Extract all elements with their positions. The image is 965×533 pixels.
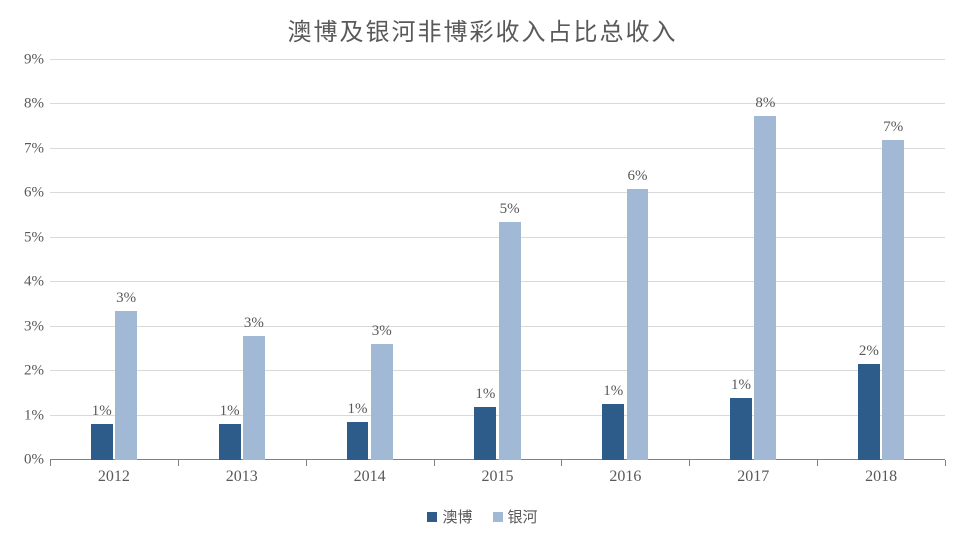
y-axis-tick-label: 9% (24, 52, 50, 69)
gridline (50, 59, 945, 60)
x-axis-tick-label: 2016 (609, 460, 641, 486)
bar-value-label: 1% (731, 377, 751, 398)
bar-value-label: 1% (220, 403, 240, 424)
bar-value-label: 7% (883, 119, 903, 140)
x-tick (945, 460, 946, 466)
bar: 1% (730, 398, 752, 460)
bar-value-label: 1% (603, 383, 623, 404)
bar-value-label: 3% (244, 315, 264, 336)
gridline (50, 192, 945, 193)
gridline (50, 370, 945, 371)
gridline (50, 415, 945, 416)
x-tick (434, 460, 435, 466)
bar: 1% (91, 424, 113, 460)
x-axis-tick-label: 2014 (354, 460, 386, 486)
bar: 1% (474, 407, 496, 460)
y-axis-tick-label: 8% (24, 96, 50, 113)
bar: 1% (347, 422, 369, 460)
bar: 6% (627, 189, 649, 460)
bar: 3% (243, 336, 265, 460)
y-axis-tick-label: 1% (24, 407, 50, 424)
gridline (50, 281, 945, 282)
x-tick (561, 460, 562, 466)
bar: 5% (499, 222, 521, 460)
x-axis-tick-label: 2012 (98, 460, 130, 486)
x-tick (817, 460, 818, 466)
y-axis-tick-label: 2% (24, 363, 50, 380)
gridline (50, 326, 945, 327)
legend: 澳博 银河 (0, 506, 965, 527)
y-axis-tick-label: 7% (24, 140, 50, 157)
chart-plot-area: 0%1%2%3%4%5%6%7%8%9%20121%3%20131%3%2014… (50, 60, 945, 460)
y-axis-tick-label: 3% (24, 318, 50, 335)
bar-value-label: 8% (755, 95, 775, 116)
bar: 8% (754, 116, 776, 460)
bar-value-label: 2% (859, 343, 879, 364)
legend-item: 银河 (493, 506, 538, 527)
legend-swatch (427, 512, 437, 522)
legend-label: 银河 (508, 510, 538, 526)
bar-value-label: 6% (627, 168, 647, 189)
bar: 2% (858, 364, 880, 460)
x-axis-tick-label: 2015 (482, 460, 514, 486)
x-axis-tick-label: 2013 (226, 460, 258, 486)
legend-label: 澳博 (442, 510, 472, 526)
bar: 7% (882, 140, 904, 460)
y-axis-tick-label: 5% (24, 229, 50, 246)
bar-value-label: 3% (116, 290, 136, 311)
y-axis-tick-label: 0% (24, 452, 50, 469)
bar: 3% (115, 311, 137, 460)
legend-item: 澳博 (427, 506, 472, 527)
bar-value-label: 1% (347, 401, 367, 422)
bar-value-label: 3% (372, 323, 392, 344)
bar-value-label: 5% (500, 201, 520, 222)
x-tick (50, 460, 51, 466)
chart-title: 澳博及银河非博彩收入占比总收入 (0, 0, 965, 55)
bar-value-label: 1% (475, 386, 495, 407)
legend-swatch (493, 512, 503, 522)
bar: 1% (219, 424, 241, 460)
x-tick (689, 460, 690, 466)
bar: 3% (371, 344, 393, 460)
bar-value-label: 1% (92, 403, 112, 424)
gridline (50, 103, 945, 104)
y-axis-tick-label: 4% (24, 274, 50, 291)
gridline (50, 148, 945, 149)
x-tick (306, 460, 307, 466)
y-axis-tick-label: 6% (24, 185, 50, 202)
x-tick (178, 460, 179, 466)
x-axis-tick-label: 2017 (737, 460, 769, 486)
gridline (50, 237, 945, 238)
bar: 1% (602, 404, 624, 460)
x-axis-tick-label: 2018 (865, 460, 897, 486)
